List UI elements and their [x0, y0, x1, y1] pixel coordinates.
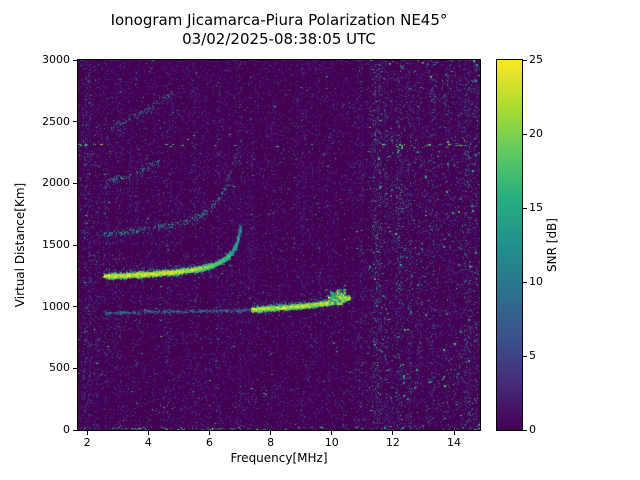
x-tick-mark	[331, 431, 333, 435]
x-tick-mark	[147, 431, 149, 435]
y-tick-label: 2500	[42, 114, 70, 128]
colorbar-label: SNR [dB]	[545, 218, 559, 272]
x-tick-mark	[453, 431, 455, 435]
y-tick-label: 3000	[42, 53, 70, 66]
y-tick-mark	[73, 59, 77, 61]
x-tick-label: 8	[267, 436, 275, 449]
x-tick-label: 12	[385, 436, 400, 449]
colorbar-tick-label: 15	[529, 201, 543, 214]
colorbar-tick-mark	[523, 281, 527, 283]
chart-title: Ionogram Jicamarca-Piura Polarization NE…	[110, 11, 448, 29]
y-tick-label: 1000	[42, 299, 70, 313]
x-tick-label: 4	[144, 436, 152, 449]
colorbar-tick-mark	[523, 59, 527, 61]
colorbar-tick-label: 20	[529, 127, 543, 140]
colorbar-tick-label: 25	[529, 53, 543, 66]
colorbar-tick-mark	[523, 207, 527, 209]
x-tick-mark	[270, 431, 272, 435]
colorbar-tick-label: 10	[529, 275, 543, 288]
y-tick-mark	[73, 306, 77, 308]
colorbar-tick-mark	[523, 355, 527, 357]
colorbar-frame	[496, 59, 523, 431]
y-tick-label: 1500	[42, 238, 70, 251]
x-tick-label: 6	[205, 436, 213, 449]
x-tick-mark	[208, 431, 210, 435]
colorbar-tick-label: 0	[529, 423, 536, 436]
ionogram-canvas	[78, 60, 480, 430]
y-tick-mark	[73, 244, 77, 246]
y-tick-mark	[73, 182, 77, 184]
y-tick-label: 2000	[42, 176, 70, 190]
colorbar-canvas	[497, 60, 522, 430]
y-tick-mark	[73, 429, 77, 431]
x-tick-label: 10	[324, 436, 339, 449]
y-tick-label: 0	[63, 423, 70, 436]
x-tick-mark	[392, 431, 394, 435]
x-axis-label: Frequency[MHz]	[230, 451, 328, 465]
y-tick-mark	[73, 121, 77, 123]
y-tick-label: 500	[49, 361, 70, 375]
x-tick-label: 14	[447, 436, 461, 449]
x-tick-label: 2	[83, 436, 91, 449]
plot-frame	[77, 59, 481, 431]
colorbar-tick-mark	[523, 429, 527, 431]
x-tick-mark	[86, 431, 88, 435]
chart-subtitle: 03/02/2025-08:38:05 UTC	[182, 30, 376, 48]
colorbar-tick-mark	[523, 133, 527, 135]
colorbar-tick-label: 5	[529, 349, 536, 362]
y-axis-label: Virtual Distance[Km]	[13, 182, 27, 308]
y-tick-mark	[73, 367, 77, 369]
